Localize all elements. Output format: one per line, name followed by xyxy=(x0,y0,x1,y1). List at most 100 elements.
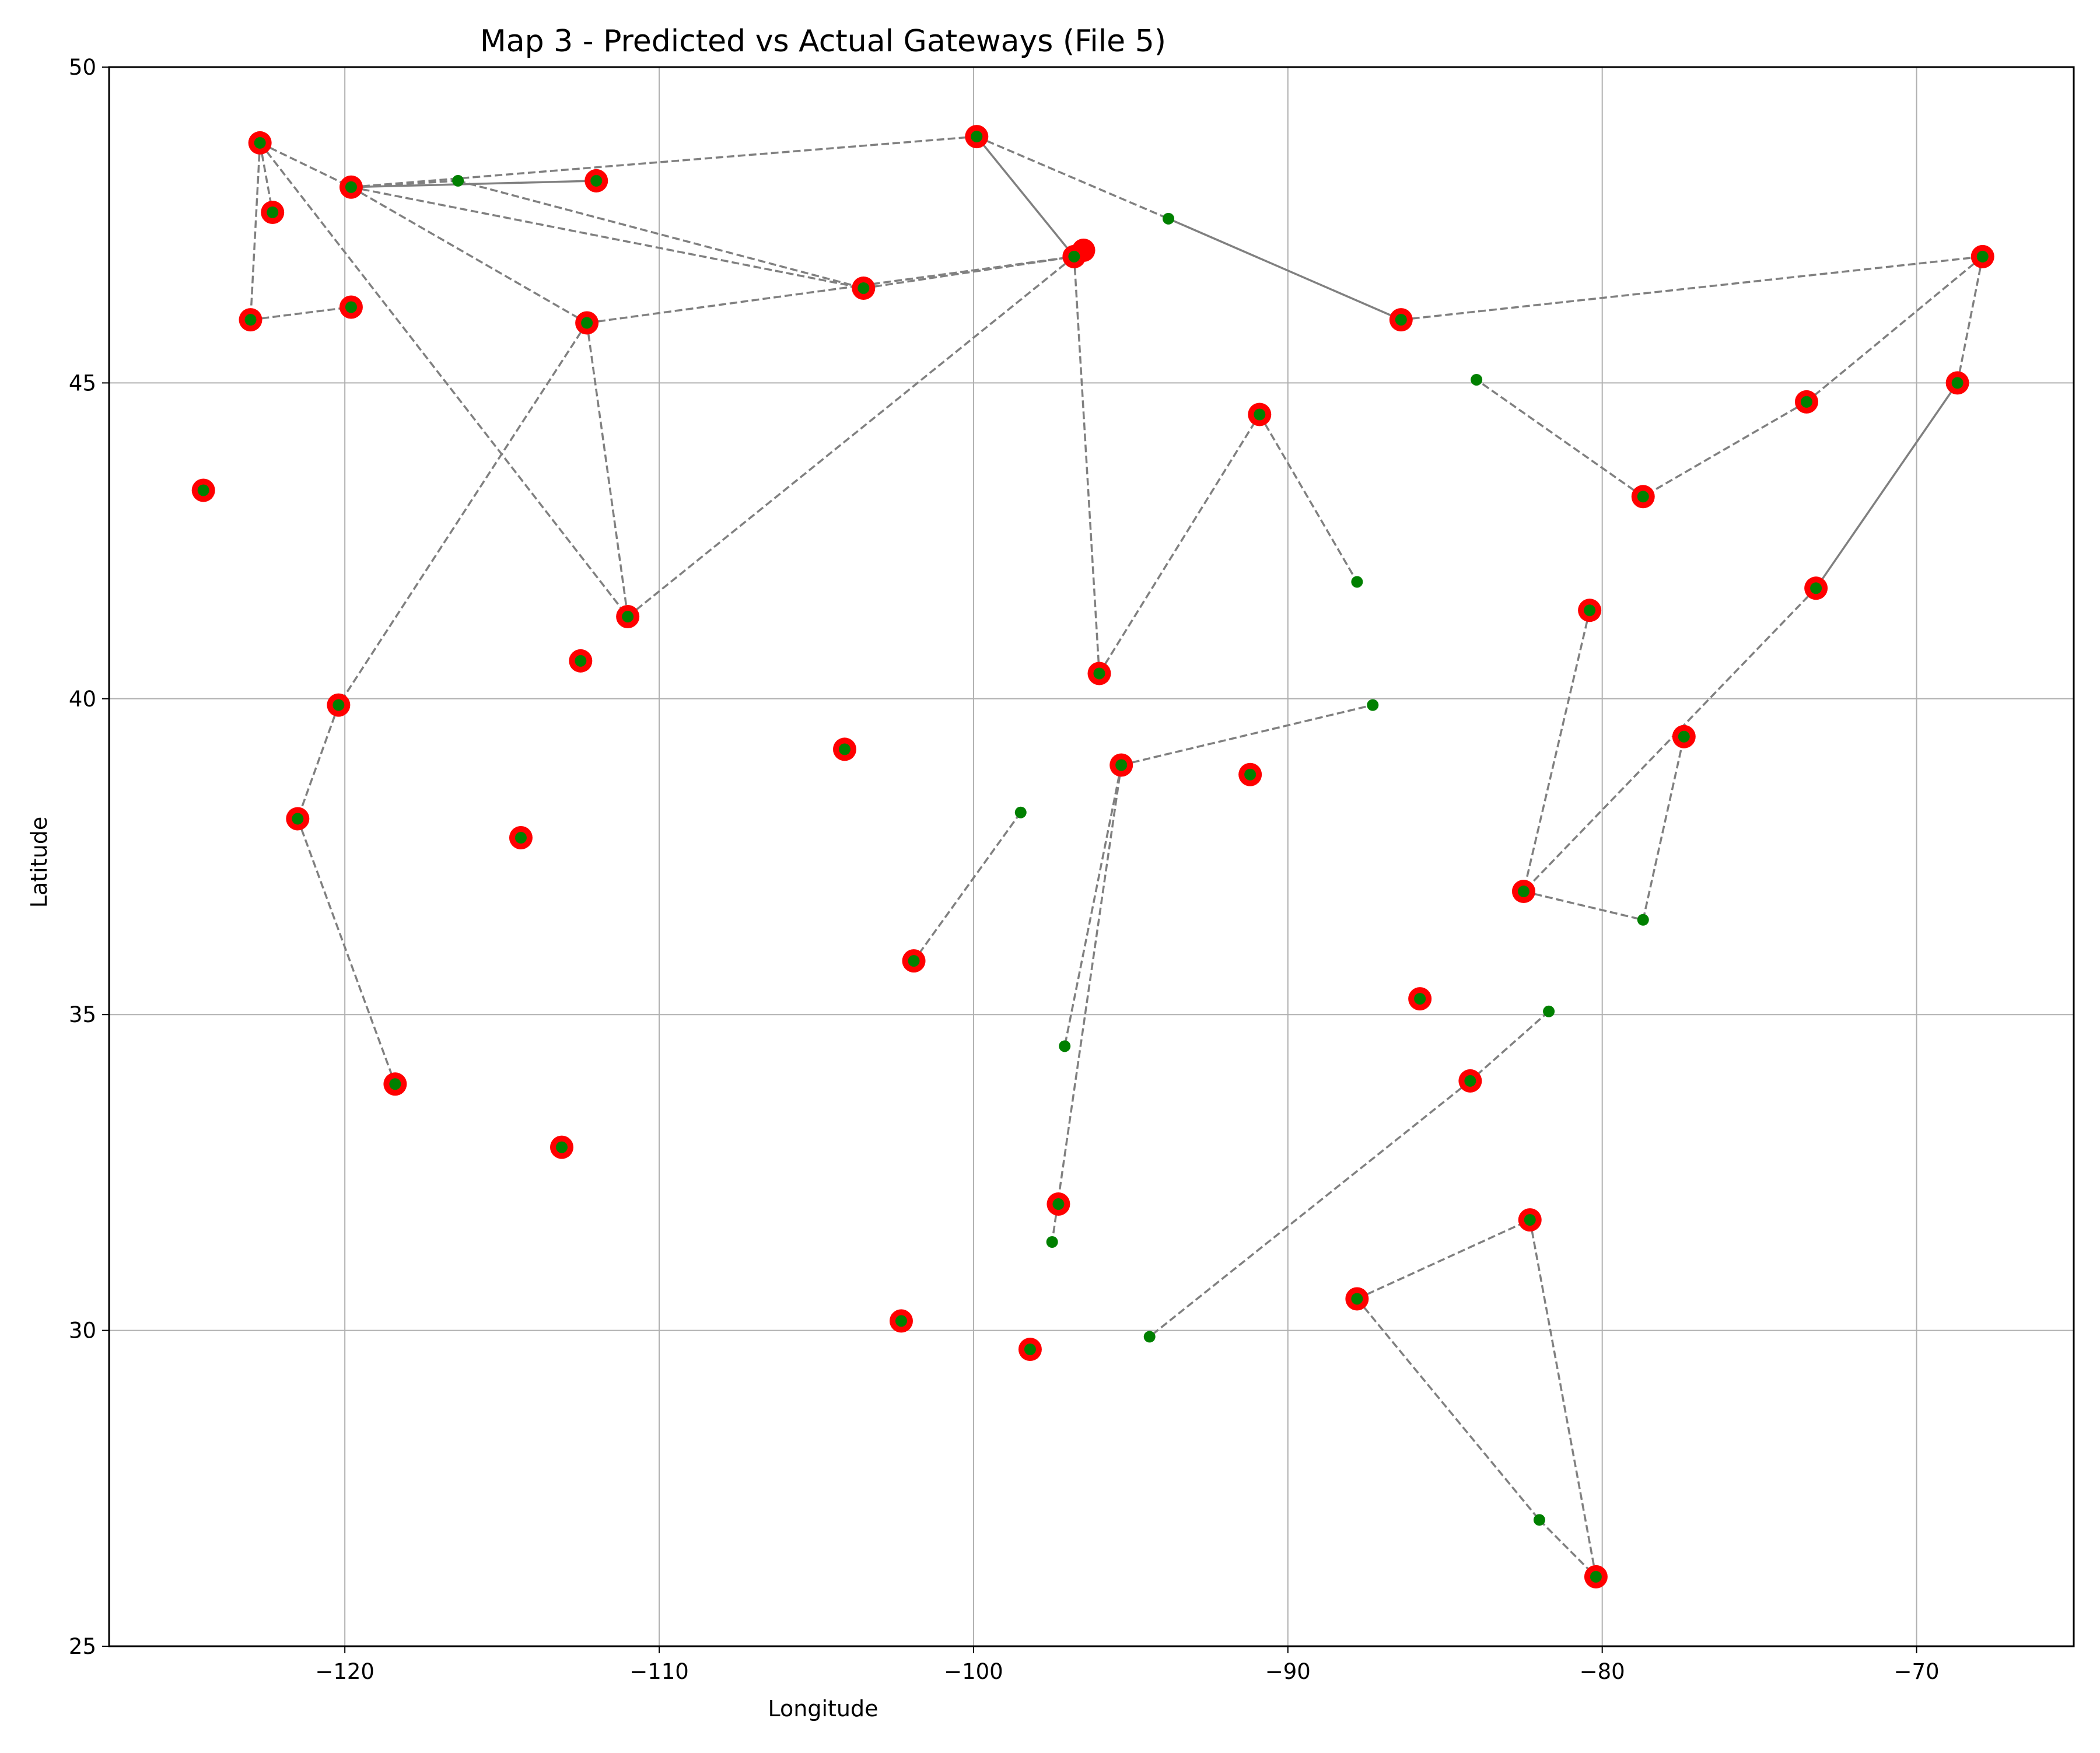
gateway-link-line xyxy=(1522,587,1817,893)
actual-gateway-point xyxy=(345,181,357,193)
actual-gateway-point xyxy=(1351,576,1363,588)
x-tick-label: −100 xyxy=(944,1659,1003,1684)
actual-gateway-point xyxy=(1024,1343,1036,1356)
gateway-link-line xyxy=(1073,256,1101,674)
gateway-link-line xyxy=(1642,401,1807,498)
actual-gateway-point xyxy=(971,131,983,143)
gateway-link-line xyxy=(1356,1219,1531,1300)
gateway-link-line xyxy=(627,256,1075,618)
gateway-link-line xyxy=(1476,379,1644,498)
actual-gateway-point xyxy=(1976,250,1989,263)
y-tick-label: 35 xyxy=(69,1002,96,1027)
y-tick-label: 30 xyxy=(69,1318,96,1343)
gateway-link-line xyxy=(1538,1519,1597,1578)
actual-gateway-point xyxy=(1351,1293,1363,1305)
gateway-link-line xyxy=(975,136,1075,257)
actual-gateway-point xyxy=(1414,993,1426,1005)
gateway-link-line xyxy=(1469,1010,1550,1082)
gateway-link-line xyxy=(1168,218,1402,321)
gateway-link-line xyxy=(351,186,587,324)
gateway-link-line xyxy=(1051,765,1122,1243)
actual-gateway-point xyxy=(1951,377,1964,389)
actual-gateway-point xyxy=(622,611,634,623)
actual-gateway-point xyxy=(575,655,587,667)
gateway-link-line xyxy=(976,135,1169,220)
actual-gateway-point xyxy=(345,301,357,313)
actual-gateway-point xyxy=(895,1315,907,1327)
x-tick-label: −110 xyxy=(629,1659,689,1684)
actual-gateway-point xyxy=(1254,408,1266,421)
gateway-link-line xyxy=(1815,382,1959,589)
gateway-link-line xyxy=(457,180,864,289)
gateway-link-line xyxy=(1063,765,1122,1047)
actual-points xyxy=(197,131,1989,1583)
actual-gateway-point xyxy=(452,174,464,187)
chart-title: Map 3 - Predicted vs Actual Gateways (Fi… xyxy=(480,24,1166,59)
actual-gateway-point xyxy=(838,743,850,755)
actual-gateway-point xyxy=(1637,914,1649,926)
actual-gateway-point xyxy=(555,1141,568,1153)
actual-gateway-point xyxy=(244,314,257,326)
gateway-link-line xyxy=(1401,256,1983,321)
actual-gateway-point xyxy=(1115,759,1128,771)
plot-frame xyxy=(108,66,2075,1647)
y-tick-label: 50 xyxy=(69,55,96,80)
actual-gateway-point xyxy=(590,174,603,187)
actual-gateway-point xyxy=(1524,1214,1536,1226)
y-axis-label: Latitude xyxy=(26,817,52,908)
actual-gateway-point xyxy=(1244,768,1256,781)
gateway-links xyxy=(249,135,1984,1578)
actual-gateway-point xyxy=(581,317,593,329)
gateway-link-line xyxy=(258,142,274,213)
x-axis-label: Longitude xyxy=(768,1696,878,1721)
actual-gateway-point xyxy=(267,207,279,219)
gateway-link-line xyxy=(249,142,261,320)
gateway-link-line xyxy=(250,306,352,321)
gateway-link-line xyxy=(1522,610,1591,892)
y-tick-label: 40 xyxy=(69,687,96,712)
actual-gateway-point xyxy=(1464,1075,1476,1087)
actual-gateway-point xyxy=(1395,314,1407,326)
gateway-link-line xyxy=(913,811,1022,962)
y-tick-label: 25 xyxy=(69,1634,96,1659)
actual-gateway-point xyxy=(1046,1236,1058,1248)
actual-gateway-point xyxy=(332,699,345,711)
y-tick-label: 45 xyxy=(69,370,96,396)
x-tick-label: −90 xyxy=(1265,1659,1311,1684)
gateway-link-line xyxy=(337,322,588,706)
actual-gateway-point xyxy=(1068,250,1080,263)
y-axis-ticks: 25 30 35 40 45 50 xyxy=(69,55,109,1659)
actual-gateway-point xyxy=(1637,491,1649,503)
gateway-link-line xyxy=(351,186,864,289)
gateway-link-line xyxy=(1805,256,1983,403)
actual-gateway-point xyxy=(1014,806,1027,818)
actual-gateway-point xyxy=(1367,699,1379,711)
actual-gateway-point xyxy=(1163,212,1175,225)
actual-gateway-point xyxy=(292,813,304,825)
gateway-link-line xyxy=(586,256,1074,324)
gateway-link-line xyxy=(1149,1080,1471,1338)
gateway-link-line xyxy=(259,142,352,188)
actual-gateway-point xyxy=(1543,1005,1555,1017)
x-tick-label: −70 xyxy=(1894,1659,1940,1684)
actual-gateway-point xyxy=(858,282,870,294)
gateway-link-line xyxy=(296,705,340,820)
gateway-link-line xyxy=(1529,1219,1597,1577)
actual-gateway-point xyxy=(1143,1331,1156,1343)
x-tick-label: −120 xyxy=(315,1659,374,1684)
actual-gateway-point xyxy=(254,137,266,149)
gateway-link-line xyxy=(1121,704,1373,767)
actual-gateway-point xyxy=(1590,1570,1602,1583)
actual-gateway-point xyxy=(1810,582,1822,594)
actual-gateway-point xyxy=(1800,396,1812,408)
gateway-link-line xyxy=(1356,1298,1541,1521)
x-tick-label: −80 xyxy=(1580,1659,1625,1684)
gateway-link-line xyxy=(1258,414,1358,583)
gateway-link-line xyxy=(296,818,397,1084)
actual-gateway-point xyxy=(1517,886,1530,898)
actual-gateway-point xyxy=(1471,373,1483,386)
actual-gateway-point xyxy=(514,832,527,844)
